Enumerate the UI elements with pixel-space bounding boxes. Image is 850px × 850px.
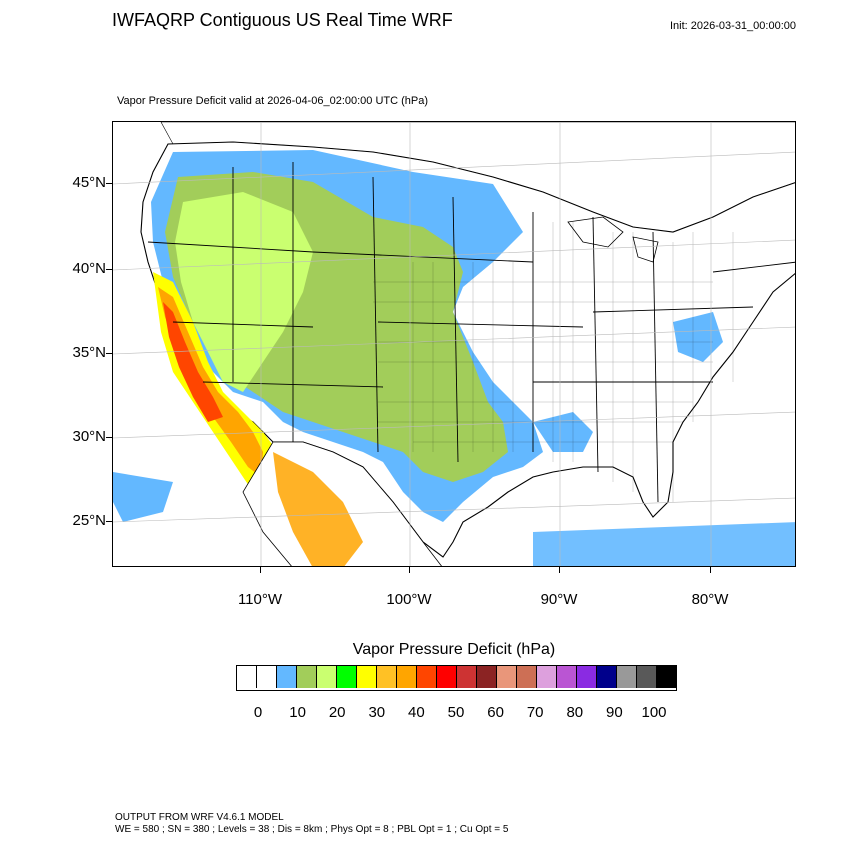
plot-subtitle: Vapor Pressure Deficit valid at 2026-04-… xyxy=(117,95,429,107)
colorbar-swatch xyxy=(397,666,417,688)
colorbar-tick-label: 40 xyxy=(408,704,425,721)
lon-tick xyxy=(559,567,560,573)
colorbar-tick-label: 70 xyxy=(526,704,544,721)
lat-tick xyxy=(106,269,112,270)
footer: OUTPUT FROM WRF V4.6.1 MODEL WE = 580 ; … xyxy=(115,812,508,836)
colorbar-tick-label: 20 xyxy=(328,704,346,721)
lon-label-80w: 80°W xyxy=(691,591,729,608)
county-borders xyxy=(373,222,734,502)
colorbar-swatch xyxy=(437,666,457,688)
lat-tick xyxy=(106,437,112,438)
colorbar-title: Vapor Pressure Deficit (hPa) xyxy=(352,641,556,658)
lat-tick xyxy=(106,521,112,522)
lon-tick xyxy=(409,567,410,573)
colorbar-swatch xyxy=(517,666,537,688)
mexico-orange xyxy=(273,452,363,566)
gulf-patch xyxy=(533,522,795,566)
colorbar-tick-label: 90 xyxy=(606,704,623,721)
lat-label-25: 25°N xyxy=(72,512,106,529)
colorbar-swatch xyxy=(497,666,517,688)
colorbar-swatch xyxy=(657,666,676,688)
colorbar-tick-label: 10 xyxy=(289,704,306,721)
east-low-patch-2 xyxy=(673,312,723,362)
colorbar-tick-label: 0 xyxy=(253,704,263,721)
colorbar-swatch xyxy=(237,666,257,688)
colorbar-tick-label: 30 xyxy=(368,704,386,721)
footer-model: OUTPUT FROM WRF V4.6.1 MODEL xyxy=(115,812,284,823)
lon-label-90w: 90°W xyxy=(540,591,578,608)
lon-tick xyxy=(710,567,711,573)
init-time: Init: 2026-03-31_00:00:00 xyxy=(670,20,796,32)
great-lakes xyxy=(567,216,624,248)
lon-tick xyxy=(260,567,261,573)
red-vpd-region xyxy=(163,302,223,422)
colorbar-tick-label: 60 xyxy=(487,704,504,721)
colorbar-swatch xyxy=(457,666,477,688)
map-svg xyxy=(113,122,795,566)
colorbar-swatch xyxy=(577,666,597,688)
colorbar-tick-label: 100 xyxy=(641,704,667,721)
lat-tick xyxy=(106,353,112,354)
great-lakes-2 xyxy=(632,236,659,263)
state-borders xyxy=(147,162,795,503)
colorbar-swatch xyxy=(417,666,437,688)
footer-params: WE = 580 ; SN = 380 ; Levels = 38 ; Dis … xyxy=(115,824,509,835)
lat-label-35: 35°N xyxy=(72,344,106,361)
colorbar-swatch xyxy=(557,666,577,688)
colorbar-swatch xyxy=(357,666,377,688)
colorbar-swatch xyxy=(257,666,277,688)
lat-label-45: 45°N xyxy=(72,174,106,191)
page-title: IWFAQRP Contiguous US Real Time WRF xyxy=(112,10,453,30)
colorbar-swatch xyxy=(477,666,497,688)
colorbar-tick-label: 80 xyxy=(566,704,584,721)
map-panel xyxy=(112,121,796,567)
lightgreen-vpd-region xyxy=(175,192,313,392)
colorbar-swatch xyxy=(297,666,317,688)
colorbar-swatch xyxy=(597,666,617,688)
lat-label-40: 40°N xyxy=(72,260,106,277)
colorbar-swatch xyxy=(537,666,557,688)
lat-label-30: 30°N xyxy=(72,428,106,445)
colorbar-tick-label: 50 xyxy=(447,704,465,721)
lon-label-100w: 100°W xyxy=(386,591,432,608)
colorbar-swatch xyxy=(277,666,297,688)
colorbar-swatch xyxy=(317,666,337,688)
colorbar-swatch xyxy=(337,666,357,688)
colorbar-swatch xyxy=(377,666,397,688)
graticule xyxy=(113,122,795,566)
lon-label-110w: 110°W xyxy=(237,591,283,608)
colorbar xyxy=(236,665,677,691)
pacific-patch xyxy=(113,472,173,522)
lat-tick xyxy=(106,183,112,184)
colorbar-swatch xyxy=(637,666,657,688)
colorbar-swatch xyxy=(617,666,637,688)
